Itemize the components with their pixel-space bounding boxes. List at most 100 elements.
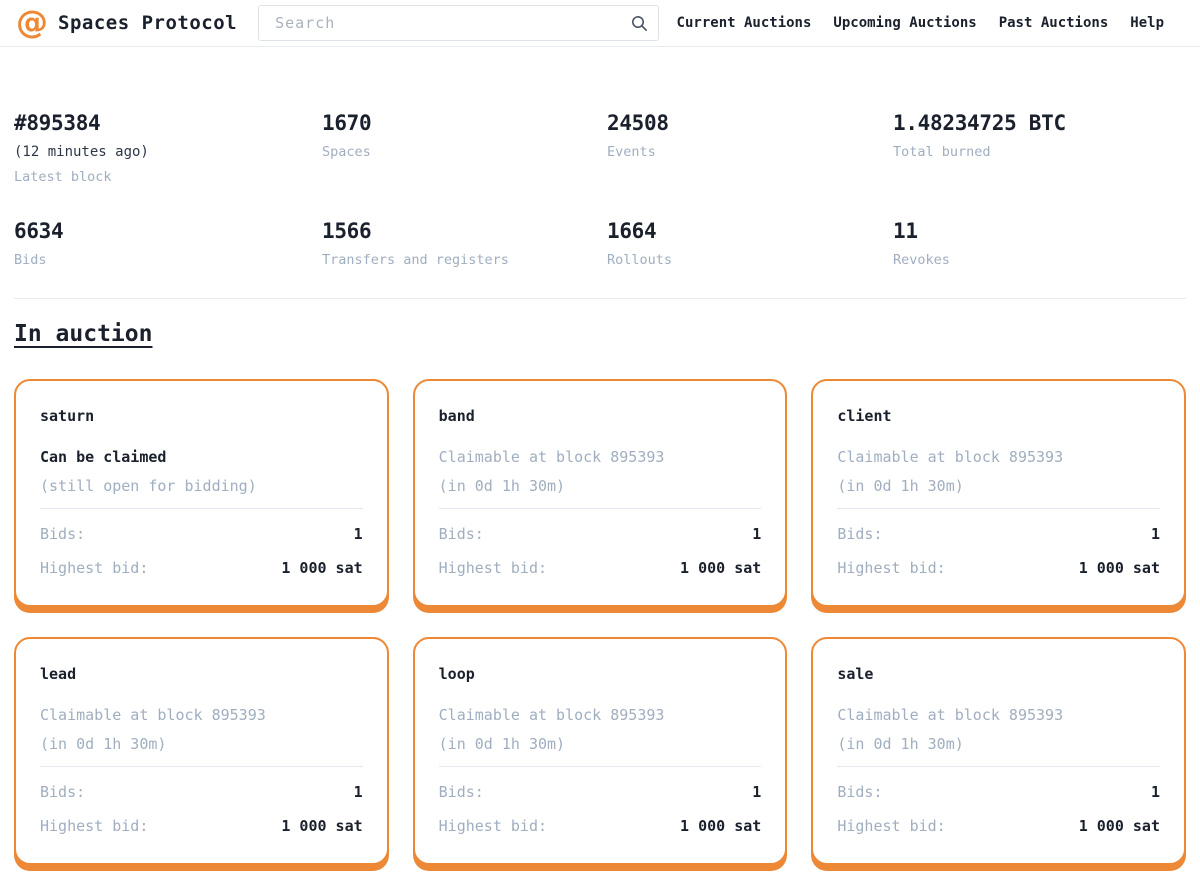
stat-transfers: 1566 Transfers and registers (322, 219, 607, 268)
nav-help[interactable]: Help (1130, 15, 1164, 31)
in-auction-heading[interactable]: In auction (14, 321, 153, 347)
auction-status: Claimable at block 895393 (837, 448, 1064, 466)
highest-bid-row: Highest bid: 1 000 sat (837, 817, 1160, 835)
stat-label: Total burned (893, 144, 991, 160)
search-box (258, 5, 660, 41)
bids-row: Bids: 1 (837, 783, 1160, 801)
search-input[interactable] (259, 14, 621, 32)
highest-bid-row: Highest bid: 1 000 sat (439, 817, 762, 835)
card-divider (438, 508, 762, 509)
auction-card-client[interactable]: client Claimable at block 895393 (in 0d … (811, 379, 1186, 607)
auction-cards-grid: saturn Can be claimed (still open for bi… (14, 379, 1186, 879)
bids-row: Bids: 1 (40, 783, 363, 801)
bids-label: Bids: (40, 783, 86, 801)
nav-current-auctions[interactable]: Current Auctions (676, 15, 812, 31)
stat-label: Spaces (322, 144, 371, 160)
stat-label: Latest block (14, 169, 112, 185)
bids-row: Bids: 1 (439, 525, 762, 543)
stat-rollouts: 1664 Rollouts (607, 219, 893, 268)
bids-label: Bids: (40, 525, 86, 543)
bids-row: Bids: 1 (40, 525, 363, 543)
stat-label: Revokes (893, 252, 950, 268)
bids-label: Bids: (837, 525, 883, 543)
stat-value: 1566 (322, 219, 372, 243)
at-logo-icon[interactable]: @ (16, 3, 48, 41)
highest-bid-label: Highest bid: (837, 559, 946, 577)
highest-bid-value: 1 000 sat (1078, 559, 1160, 577)
highest-bid-value: 1 000 sat (281, 559, 363, 577)
card-divider (40, 508, 363, 509)
stat-value: 6634 (14, 219, 64, 243)
search-icon (631, 15, 648, 32)
stat-latest-block: #895384 (12 minutes ago) Latest block (14, 111, 322, 185)
nav-upcoming-auctions[interactable]: Upcoming Auctions (833, 15, 977, 31)
bids-label: Bids: (438, 783, 484, 801)
search-button[interactable] (620, 6, 658, 40)
highest-bid-value: 1 000 sat (680, 817, 762, 835)
stat-value: 1664 (607, 219, 657, 243)
highest-bid-label: Highest bid: (40, 817, 149, 835)
stat-value: 24508 (607, 111, 669, 135)
highest-bid-value: 1 000 sat (1078, 817, 1160, 835)
stat-value: 1.48234725 BTC (893, 111, 1066, 135)
stat-subtext: (12 minutes ago) (14, 144, 149, 160)
auction-status-detail: (in 0d 1h 30m) (438, 735, 566, 753)
bids-value: 1 (752, 525, 762, 543)
bids-row: Bids: 1 (837, 525, 1160, 543)
highest-bid-label: Highest bid: (438, 559, 548, 577)
auction-status: Claimable at block 895393 (438, 706, 665, 724)
stat-value: #895384 (14, 111, 101, 135)
bids-row: Bids: 1 (439, 783, 762, 801)
highest-bid-row: Highest bid: 1 000 sat (837, 559, 1160, 577)
bids-value: 1 (353, 525, 363, 543)
auction-status: Can be claimed (40, 448, 167, 466)
auction-name: band (438, 407, 475, 425)
stat-revokes: 11 Revokes (893, 219, 1186, 268)
main-nav: Current Auctions Upcoming Auctions Past … (677, 15, 1164, 31)
auction-status-detail: (in 0d 1h 30m) (837, 477, 964, 495)
stat-value: 11 (893, 219, 918, 243)
stat-value: 1670 (322, 111, 372, 135)
nav-past-auctions[interactable]: Past Auctions (998, 15, 1109, 31)
highest-bid-row: Highest bid: 1 000 sat (40, 817, 363, 835)
card-divider (438, 766, 762, 767)
card-divider (40, 766, 363, 767)
stat-label: Rollouts (607, 252, 673, 268)
bids-value: 1 (1150, 783, 1160, 801)
highest-bid-value: 1 000 sat (281, 817, 363, 835)
stat-bids: 6634 Bids (14, 219, 322, 268)
auction-name: sale (837, 665, 874, 683)
auction-card-saturn[interactable]: saturn Can be claimed (still open for bi… (14, 379, 389, 607)
auction-card-band[interactable]: band Claimable at block 895393 (in 0d 1h… (412, 379, 788, 607)
auction-name: client (837, 407, 892, 425)
stat-events: 24508 Events (607, 111, 893, 185)
highest-bid-row: Highest bid: 1 000 sat (439, 559, 762, 577)
auction-status: Claimable at block 895393 (40, 706, 266, 724)
stat-label: Bids (14, 252, 47, 268)
card-divider (837, 766, 1160, 767)
auction-card-loop[interactable]: loop Claimable at block 895393 (in 0d 1h… (412, 637, 788, 865)
highest-bid-row: Highest bid: 1 000 sat (40, 559, 363, 577)
stat-spaces: 1670 Spaces (322, 111, 607, 185)
top-bar: @ Spaces Protocol Current Auctions Upcom… (0, 0, 1200, 47)
stat-label: Events (607, 144, 656, 160)
auction-status-detail: (still open for bidding) (40, 477, 257, 495)
brand-title[interactable]: Spaces Protocol (58, 12, 238, 34)
highest-bid-label: Highest bid: (40, 559, 149, 577)
card-divider (837, 508, 1160, 509)
bids-label: Bids: (837, 783, 883, 801)
bids-value: 1 (1150, 525, 1160, 543)
highest-bid-label: Highest bid: (837, 817, 946, 835)
auction-name: lead (40, 665, 77, 683)
auction-card-sale[interactable]: sale Claimable at block 895393 (in 0d 1h… (811, 637, 1186, 865)
auction-status-detail: (in 0d 1h 30m) (837, 735, 964, 753)
stats-grid: #895384 (12 minutes ago) Latest block 16… (14, 111, 1186, 268)
auction-status: Claimable at block 895393 (438, 448, 665, 466)
highest-bid-value: 1 000 sat (680, 559, 762, 577)
auction-card-lead[interactable]: lead Claimable at block 895393 (in 0d 1h… (14, 637, 389, 865)
section-divider (14, 298, 1186, 299)
auction-status: Claimable at block 895393 (837, 706, 1064, 724)
stat-total-burned: 1.48234725 BTC Total burned (893, 111, 1186, 185)
bids-value: 1 (353, 783, 363, 801)
auction-name: saturn (40, 407, 95, 425)
